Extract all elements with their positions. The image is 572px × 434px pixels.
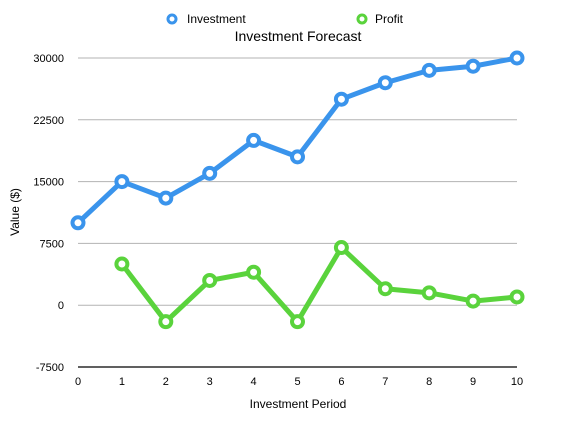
legend-marker-profit [356,13,368,25]
data-point-profit[interactable] [202,272,218,288]
x-tick-label: 8 [426,376,432,388]
data-point-investment[interactable] [290,149,305,165]
legend-label-investment: Investment [187,12,246,26]
x-axis-label: Investment Period [250,397,347,411]
y-tick-labels: -7500 0 7500 15000 22500 30000 [33,53,64,374]
x-tick-label: 9 [470,376,476,388]
x-tick-label: 1 [119,376,125,388]
data-point-investment[interactable] [246,132,262,148]
data-point-profit[interactable] [246,264,262,280]
y-tick-label: 30000 [33,53,64,65]
data-point-investment[interactable] [158,190,174,206]
series-group [70,50,525,330]
y-axis-label: Value ($) [8,188,22,236]
y-tick-label: -7500 [36,362,64,374]
data-point-profit[interactable] [465,293,481,309]
series-line-investment [75,55,520,226]
x-tick-label: 6 [338,376,344,388]
series-line-profit [119,245,520,325]
y-tick-label: 0 [58,300,64,312]
x-tick-label: 4 [251,376,257,388]
x-tick-label: 10 [511,376,523,388]
data-point-investment[interactable] [70,215,86,231]
chart-title: Investment Forecast [235,28,362,44]
data-point-investment[interactable] [202,165,218,181]
y-tick-label: 22500 [33,115,64,127]
y-tick-label: 7500 [40,238,64,250]
data-point-investment[interactable] [114,174,130,190]
x-tick-label: 5 [294,376,300,388]
x-tick-label: 0 [75,376,81,388]
data-point-profit[interactable] [377,281,393,297]
data-point-investment[interactable] [465,58,481,74]
x-tick-label: 2 [163,376,169,388]
data-point-investment[interactable] [421,62,437,78]
data-point-profit[interactable] [421,285,437,301]
series-investment [70,50,525,231]
data-point-profit[interactable] [333,240,349,256]
legend-item-profit[interactable]: Profit [356,12,404,26]
legend-item-investment[interactable]: Investment [166,12,246,26]
data-point-profit[interactable] [290,314,305,330]
data-point-investment[interactable] [509,50,525,66]
data-point-investment[interactable] [333,91,349,107]
x-tick-label: 3 [207,376,213,388]
legend: Investment Profit [166,12,404,26]
data-point-profit[interactable] [114,256,130,272]
legend-marker-investment [166,13,178,25]
data-point-profit[interactable] [509,289,525,305]
data-point-investment[interactable] [377,75,393,91]
series-profit [114,240,525,330]
y-tick-label: 15000 [33,177,64,189]
legend-label-profit: Profit [375,12,404,26]
x-tick-label: 7 [382,376,388,388]
data-point-profit[interactable] [158,314,174,330]
x-tick-labels: 0 1 2 3 4 5 6 7 8 9 10 [75,376,523,388]
